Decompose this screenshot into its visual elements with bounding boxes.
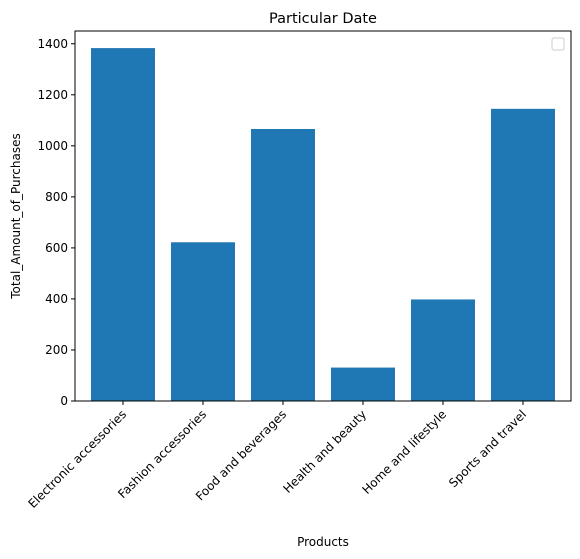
- plot-frame: [74, 30, 572, 402]
- x-tick-label-0: Electronic accessories: [25, 407, 129, 511]
- x-tick-label-5: Sports and travel: [446, 407, 529, 490]
- bar-2: [251, 128, 315, 402]
- y-tick-label-7: 1400: [37, 37, 68, 51]
- bar-0: [91, 48, 155, 401]
- legend-box: [551, 37, 565, 51]
- y-tick-label-3: 600: [45, 241, 68, 255]
- x-tick-label-3: Health and beauty: [280, 407, 369, 496]
- y-tick-label-0: 0: [60, 394, 68, 408]
- y-tick-label-1: 200: [45, 343, 68, 357]
- bar-3: [331, 367, 395, 401]
- y-axis-ticks: 0 200 400 600 800 1000 1200 1400: [37, 37, 75, 408]
- y-tick-label-2: 400: [45, 292, 68, 306]
- x-tick-label-1: Fashion accessories: [115, 407, 209, 501]
- bars-group: [91, 48, 555, 402]
- x-tick-label-2: Food and beverages: [193, 407, 289, 503]
- bar-4: [411, 299, 475, 401]
- x-axis-label: Products: [297, 535, 349, 549]
- chart-title: Particular Date: [269, 11, 377, 27]
- y-tick-label-5: 1000: [37, 139, 68, 153]
- y-axis-label: Total_Amount_of_Purchases: [9, 133, 23, 300]
- bar-5: [491, 108, 555, 401]
- y-tick-label-6: 1200: [37, 88, 68, 102]
- y-tick-label-4: 800: [45, 190, 68, 204]
- x-tick-label-4: Home and lifestyle: [360, 407, 450, 497]
- bar-1: [171, 242, 235, 401]
